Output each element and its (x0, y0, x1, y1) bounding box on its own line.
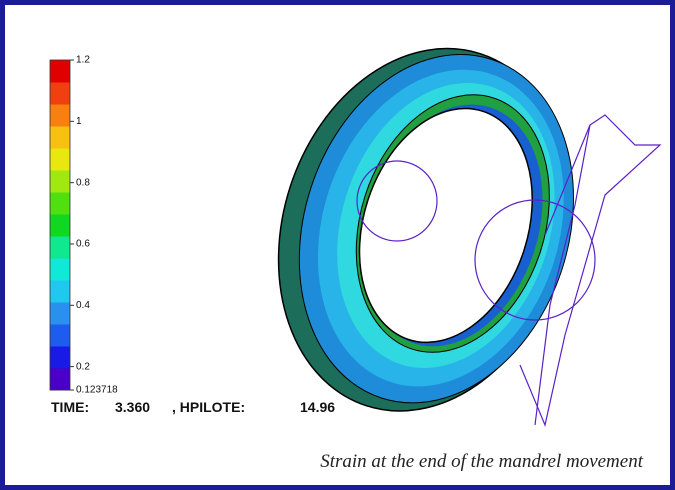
colorbar-band (50, 302, 70, 325)
colorbar-band (50, 324, 70, 347)
caption: Strain at the end of the mandrel movemen… (320, 451, 643, 472)
colorbar-band (50, 280, 70, 303)
colorbar-band (50, 60, 70, 83)
figure-frame: 0.123718 0.2 0.4 0.6 0.8 1 1.2 TIME: 3.360 , H… (0, 0, 675, 490)
colorbar-band (50, 214, 70, 237)
colorbar: 0.123718 0.2 0.4 0.6 0.8 1 1.2 (50, 55, 118, 396)
hpilote-label: , HPILOTE: (172, 399, 245, 415)
colorbar-band (50, 126, 70, 149)
colorbar-band (50, 170, 70, 193)
colorbar-tick-label: 0.6 (76, 239, 90, 250)
colorbar-band (50, 82, 70, 105)
colorbar-band (50, 236, 70, 259)
colorbar-band (50, 192, 70, 215)
time-value: 3.360 (115, 399, 150, 415)
colorbar-tick-label: 0.8 (76, 177, 90, 188)
ring-render (233, 11, 617, 451)
time-label: TIME: (51, 399, 89, 415)
figure: 0.123718 0.2 0.4 0.6 0.8 1 1.2 TIME: 3.360 , H… (5, 5, 670, 485)
colorbar-tick-label: 0.4 (76, 300, 90, 311)
colorbar-band (50, 368, 70, 391)
colorbar-tick-label: 0.2 (76, 361, 90, 372)
colorbar-band (50, 346, 70, 369)
hpilote-value: 14.96 (300, 399, 335, 415)
colorbar-tick-label: 0.123718 (76, 385, 118, 396)
colorbar-tick-label: 1.2 (76, 55, 90, 66)
colorbar-tick-label: 1 (76, 116, 82, 127)
colorbar-band (50, 104, 70, 127)
colorbar-band (50, 258, 70, 281)
colorbar-band (50, 148, 70, 171)
